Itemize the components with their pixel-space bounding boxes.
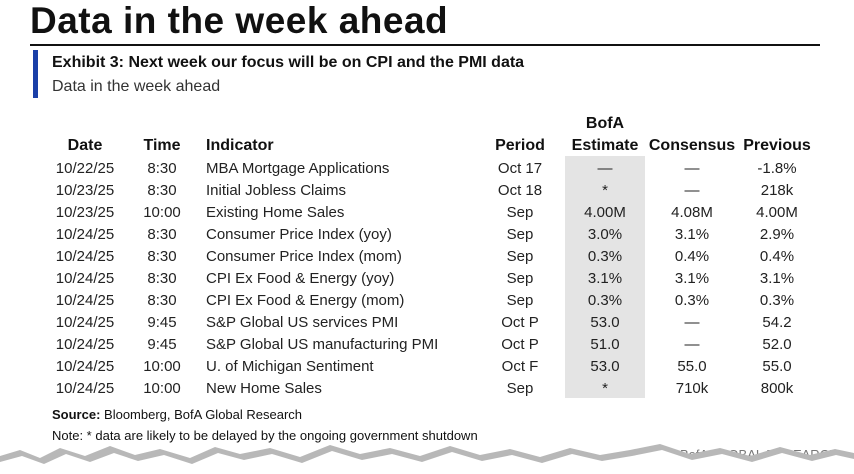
date-cell: 10/24/25: [55, 226, 115, 243]
indicator-cell: CPI Ex Food & Energy (mom): [206, 292, 405, 309]
time-cell: 10:00: [143, 380, 181, 397]
previous-cell: 2.9%: [759, 226, 795, 243]
time-cell: 8:30: [147, 160, 177, 177]
estimate-cell: —: [597, 160, 613, 177]
estimate-cell: 53.0: [590, 314, 620, 331]
previous-cell: 3.1%: [759, 270, 795, 287]
source: Source: Bloomberg, BofA Global Research: [52, 408, 302, 421]
time-cell: 9:45: [147, 336, 177, 353]
indicator-cell: Consumer Price Index (yoy): [206, 226, 392, 243]
previous-cell: 4.00M: [756, 204, 798, 221]
consensus-cell: —: [684, 182, 700, 199]
period-cell: Sep: [506, 380, 534, 397]
estimate-cell: 3.1%: [587, 270, 623, 287]
date-cell: 10/24/25: [55, 358, 115, 375]
time-cell: 10:00: [143, 358, 181, 375]
indicator-cell: Consumer Price Index (mom): [206, 248, 402, 265]
previous-cell: 52.0: [762, 336, 792, 353]
column-header: Indicator: [206, 137, 274, 154]
consensus-cell: —: [684, 160, 700, 177]
time-cell: 9:45: [147, 314, 177, 331]
column-header: Estimate: [571, 137, 639, 154]
estimate-shading: [565, 156, 645, 398]
time-cell: 8:30: [147, 226, 177, 243]
indicator-cell: U. of Michigan Sentiment: [206, 358, 374, 375]
torn-paper: [0, 450, 854, 474]
date-cell: 10/24/25: [55, 248, 115, 265]
previous-cell: 54.2: [762, 314, 792, 331]
column-header: BofA: [585, 115, 625, 132]
period-cell: Oct P: [501, 336, 539, 353]
consensus-cell: 3.1%: [674, 226, 710, 243]
indicator-cell: CPI Ex Food & Energy (yoy): [206, 270, 395, 287]
date-cell: 10/24/25: [55, 336, 115, 353]
period-cell: Oct 18: [497, 182, 543, 199]
accent-bar: [33, 50, 38, 98]
period-cell: Sep: [506, 292, 534, 309]
period-cell: Oct 17: [497, 160, 543, 177]
title-rule: [30, 44, 820, 46]
estimate-cell: 0.3%: [587, 292, 623, 309]
indicator-cell: S&P Global US services PMI: [206, 314, 399, 331]
consensus-cell: —: [684, 314, 700, 331]
date-cell: 10/24/25: [55, 270, 115, 287]
indicator-cell: Initial Jobless Claims: [206, 182, 347, 199]
time-cell: 8:30: [147, 182, 177, 199]
estimate-cell: 0.3%: [587, 248, 623, 265]
column-header: Period: [495, 137, 545, 154]
consensus-cell: 710k: [675, 380, 709, 397]
previous-cell: 218k: [760, 182, 794, 199]
indicator-cell: S&P Global US manufacturing PMI: [206, 336, 439, 353]
time-cell: 10:00: [143, 204, 181, 221]
source-text: Bloomberg, BofA Global Research: [104, 407, 303, 422]
column-header: Time: [143, 137, 181, 154]
previous-cell: -1.8%: [757, 160, 797, 177]
estimate-cell: 3.0%: [587, 226, 623, 243]
previous-cell: 0.4%: [759, 248, 795, 265]
indicator-cell: New Home Sales: [206, 380, 322, 397]
date-cell: 10/24/25: [55, 314, 115, 331]
time-cell: 8:30: [147, 270, 177, 287]
estimate-cell: 4.00M: [584, 204, 626, 221]
consensus-cell: 0.4%: [674, 248, 710, 265]
period-cell: Sep: [506, 204, 534, 221]
period-cell: Oct P: [501, 314, 539, 331]
period-cell: Oct F: [501, 358, 539, 375]
estimate-cell: *: [602, 182, 608, 199]
estimate-cell: 53.0: [590, 358, 620, 375]
time-cell: 8:30: [147, 292, 177, 309]
date-cell: 10/23/25: [55, 182, 115, 199]
date-cell: 10/22/25: [55, 160, 115, 177]
previous-cell: 800k: [760, 380, 794, 397]
estimate-cell: 51.0: [590, 336, 620, 353]
exhibit-subtitle: Data in the week ahead: [52, 78, 221, 95]
estimate-cell: *: [602, 380, 608, 397]
indicator-cell: Existing Home Sales: [206, 204, 345, 221]
torn-edge: [0, 444, 854, 474]
time-cell: 8:30: [147, 248, 177, 265]
column-header: Previous: [743, 137, 811, 154]
consensus-cell: 55.0: [677, 358, 707, 375]
column-header: Consensus: [648, 137, 736, 154]
exhibit-title: Exhibit 3: Next week our focus will be o…: [52, 54, 525, 71]
previous-cell: 55.0: [762, 358, 792, 375]
previous-cell: 0.3%: [759, 292, 795, 309]
period-cell: Sep: [506, 248, 534, 265]
date-cell: 10/23/25: [55, 204, 115, 221]
consensus-cell: 4.08M: [671, 204, 713, 221]
consensus-cell: —: [684, 336, 700, 353]
consensus-cell: 3.1%: [674, 270, 710, 287]
period-cell: Sep: [506, 226, 534, 243]
note: Note: * data are likely to be delayed by…: [52, 428, 478, 443]
consensus-cell: 0.3%: [674, 292, 710, 309]
column-header: Date: [67, 137, 103, 154]
date-cell: 10/24/25: [55, 380, 115, 397]
indicator-cell: MBA Mortgage Applications: [206, 160, 390, 177]
period-cell: Sep: [506, 270, 534, 287]
source-label: Source:: [52, 407, 101, 422]
date-cell: 10/24/25: [55, 292, 115, 309]
page-title: Data in the week ahead: [30, 0, 449, 41]
